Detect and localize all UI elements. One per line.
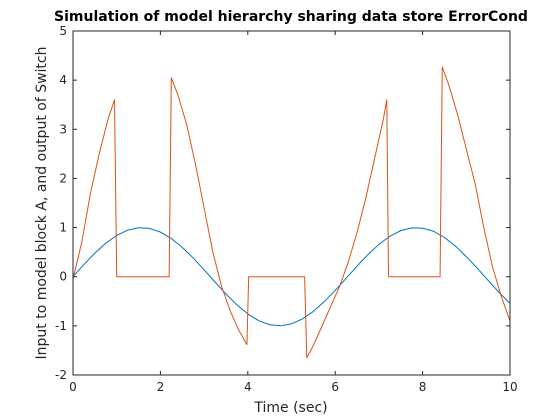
x-tick-label: 4	[244, 380, 252, 394]
series-line-2	[72, 66, 511, 359]
ticks-layer: 0 2 4 6 8 10 -2 -1 0 1 2 3 4 5	[55, 24, 518, 394]
x-tick-label: 0	[69, 380, 77, 394]
y-tick-label: -1	[55, 319, 67, 333]
y-tick-label: 0	[59, 270, 67, 284]
series-layer	[72, 66, 511, 359]
x-axis-label: Time (sec)	[253, 400, 327, 416]
y-axis-label: Input to model block A, and output of Sw…	[34, 47, 50, 360]
y-tick-label: 1	[59, 221, 67, 235]
axes-box	[72, 30, 511, 376]
y-tick-label: 2	[59, 171, 67, 185]
y-tick-label: 4	[59, 73, 67, 87]
x-tick-label: 10	[502, 380, 517, 394]
x-tick-label: 6	[331, 380, 339, 394]
x-tick-label: 2	[157, 380, 165, 394]
y-tick-label: 5	[59, 24, 67, 38]
chart-title: Simulation of model hierarchy sharing da…	[54, 9, 528, 25]
y-tick-label: 3	[59, 122, 67, 136]
y-tick-label: -2	[55, 368, 67, 382]
series-line-1	[72, 227, 511, 327]
x-tick-label: 8	[419, 380, 427, 394]
plot-area	[73, 31, 510, 375]
